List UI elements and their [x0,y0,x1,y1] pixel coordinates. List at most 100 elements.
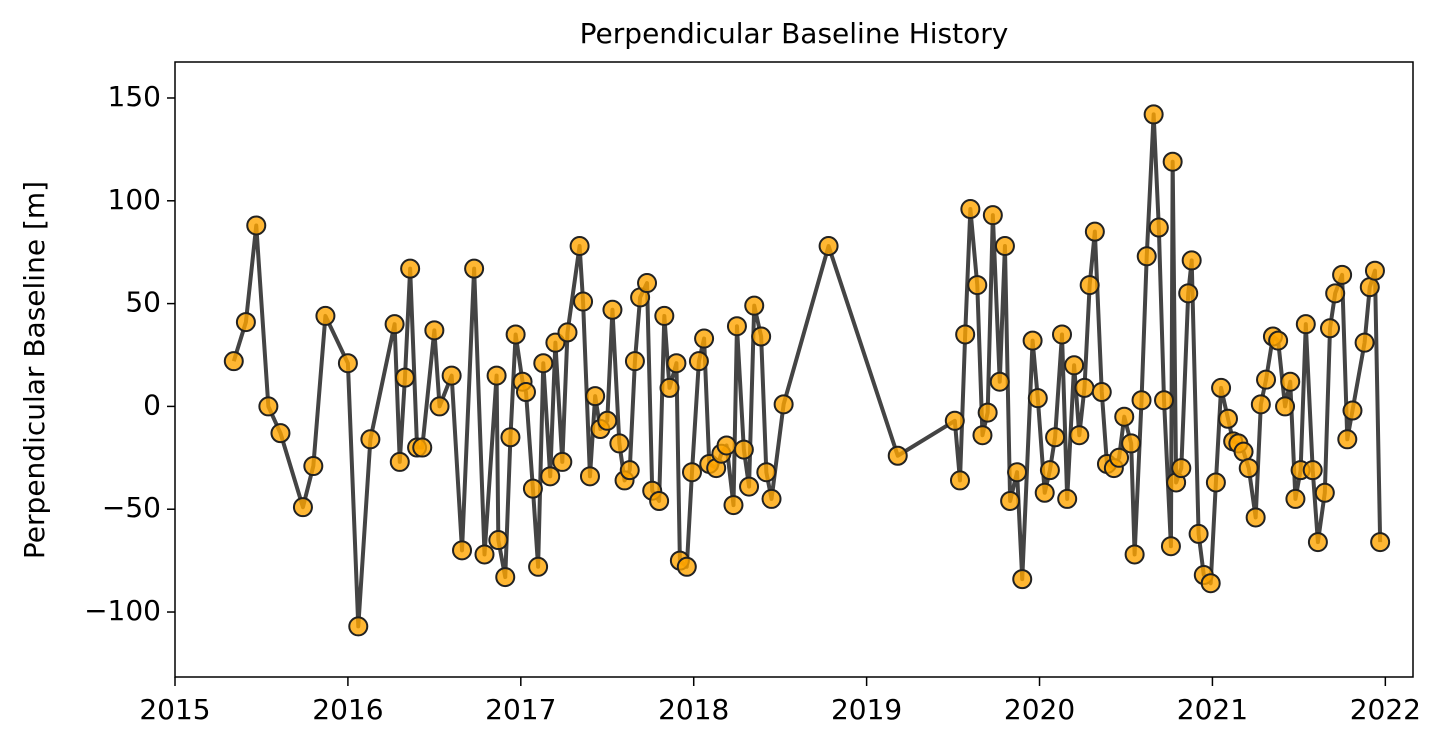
point [694,328,715,349]
point [1178,283,1199,304]
point [982,205,1003,226]
y-axis-label: Perpendicular Baseline [m] [18,181,51,559]
point [246,215,267,236]
point [666,353,687,374]
point [887,445,908,466]
y-tick-label: 50 [125,286,161,319]
point [1302,460,1323,481]
point [303,456,324,477]
point [676,556,697,577]
point [1160,536,1181,557]
point [474,544,495,565]
point [1034,482,1055,503]
point [500,427,521,448]
point [744,295,765,316]
point [552,451,573,472]
point [223,351,244,372]
point [360,429,381,450]
point [1188,523,1209,544]
point [1275,396,1296,417]
point [315,305,336,326]
point [540,466,561,487]
x-tick-label: 2019 [831,693,902,726]
point [270,423,291,444]
point [557,322,578,343]
y-tick-label: −100 [84,594,161,627]
y-tick-label: −50 [102,491,161,524]
point [1250,394,1271,415]
point [394,367,415,388]
y-tick-label: 0 [143,388,161,421]
x-tick-label: 2022 [1350,693,1421,726]
point [726,316,747,337]
x-tick-label: 2020 [1004,693,1075,726]
point [1000,490,1021,511]
point [609,433,630,454]
point [1148,217,1169,238]
point [1233,441,1254,462]
x-tick-label: 2021 [1177,693,1248,726]
point [569,236,590,257]
point [1074,377,1095,398]
point [654,305,675,326]
point [528,556,549,577]
point [1091,382,1112,403]
point [773,394,794,415]
point [1181,250,1202,271]
x-tick-label: 2018 [658,693,729,726]
point [1342,400,1363,421]
point [585,386,606,407]
point [573,291,594,312]
point [1022,330,1043,351]
point [716,435,737,456]
point [1280,371,1301,392]
chart-title: Perpendicular Baseline History [580,17,1009,50]
point [723,495,744,516]
point [739,476,760,497]
point [1332,264,1353,285]
point [1320,318,1341,339]
point [533,353,554,374]
point [505,324,526,345]
point [424,320,445,341]
point [960,199,981,220]
point [1069,425,1090,446]
point [1027,388,1048,409]
point [1162,151,1183,172]
point [1245,507,1266,528]
point [1136,246,1157,267]
point [1012,569,1033,590]
point [1131,390,1152,411]
point [649,490,670,511]
point [1205,472,1226,493]
x-tick-label: 2017 [485,693,556,726]
point [429,396,450,417]
point [977,402,998,423]
point [1109,447,1130,468]
point [1154,390,1175,411]
point [1064,355,1085,376]
point [949,470,970,491]
point [1007,462,1028,483]
plot-frame [174,61,1414,678]
point [1268,330,1289,351]
point [235,312,256,333]
point [1238,458,1259,479]
point [579,466,600,487]
point [1364,260,1385,281]
point [1057,488,1078,509]
point [659,377,680,398]
point [1307,532,1328,553]
point [1359,277,1380,298]
point [733,439,754,460]
point [1256,369,1277,390]
point [602,299,623,320]
point [452,540,473,561]
y-tick-label: 100 [108,183,161,216]
point [400,258,421,279]
point [337,353,358,374]
point [761,488,782,509]
point [619,460,640,481]
y-tick-label: 150 [108,80,161,113]
